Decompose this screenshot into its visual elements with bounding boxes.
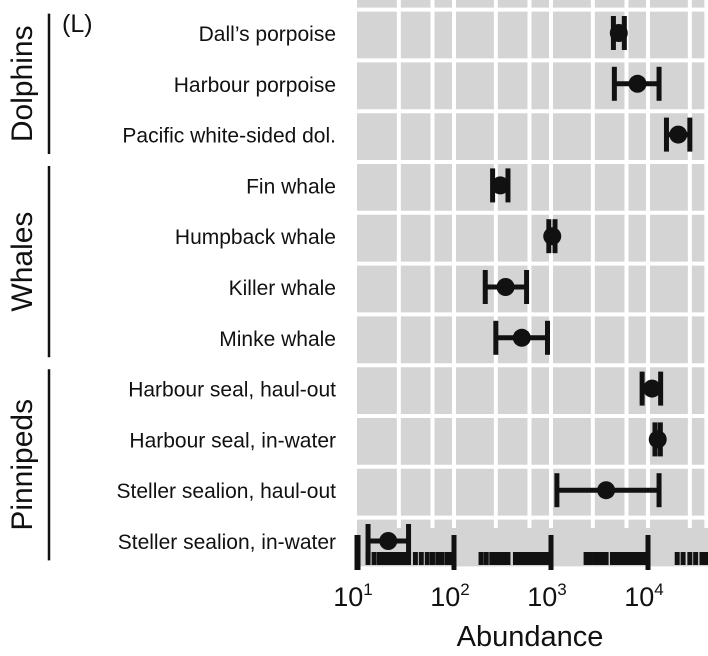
group-label: Whales — [6, 212, 39, 312]
point-8 — [648, 422, 667, 457]
point-marker — [643, 379, 662, 398]
point-9 — [554, 473, 662, 508]
row-label: Harbour seal, haul-out — [128, 379, 336, 402]
row-labels: Dall’s porpoise Harbour porpoise Pacific w… — [117, 23, 337, 554]
point-3 — [490, 168, 511, 203]
point-marker — [379, 532, 398, 550]
point-marker — [628, 74, 647, 93]
point-5 — [482, 270, 530, 304]
point-marker — [669, 125, 688, 144]
tick-base: 10 — [333, 582, 363, 612]
point-marker — [609, 24, 628, 42]
tick-base: 10 — [430, 582, 460, 612]
point-0 — [609, 16, 628, 50]
group-labels: Dolphins Whales Pinnipeds — [6, 13, 51, 561]
row-label: Humpback whale — [175, 226, 336, 249]
tick-exponent: 4 — [654, 580, 663, 599]
row-label: Dall’s porpoise — [199, 23, 336, 46]
x-axis-title: Abundance — [457, 621, 604, 653]
point-2 — [663, 117, 693, 152]
group-label: Dolphins — [6, 25, 39, 142]
point-4 — [543, 219, 562, 254]
row-label: Steller sealion, in-water — [118, 531, 336, 554]
point-marker — [597, 481, 616, 500]
point-marker — [491, 176, 510, 195]
tick-exponent: 3 — [557, 580, 566, 599]
row-label: Pacific white-sided dol. — [122, 125, 336, 148]
point-6 — [493, 320, 550, 355]
row-label: Harbour porpoise — [174, 74, 336, 97]
x-tick-label: 104 — [624, 580, 664, 612]
point-marker — [496, 278, 515, 296]
x-tick-label: 101 — [333, 580, 373, 612]
point-7 — [639, 371, 664, 406]
row-label: Minke whale — [219, 328, 336, 351]
data-rug — [354, 535, 708, 570]
tick-exponent: 1 — [363, 580, 372, 599]
point-marker — [512, 328, 531, 347]
panel-label: (L) — [62, 10, 93, 38]
x-tick-label: 103 — [527, 580, 567, 612]
row-label: Killer whale — [229, 277, 336, 300]
point-marker — [543, 227, 562, 246]
point-1 — [611, 66, 662, 101]
point-marker — [648, 430, 667, 449]
x-tick-label: 102 — [430, 580, 470, 612]
row-label: Steller sealion, haul-out — [117, 480, 337, 503]
row-label: Fin whale — [246, 175, 336, 198]
grid-lines — [355, 0, 708, 571]
data-points — [365, 16, 693, 558]
row-label: Harbour seal, in-water — [129, 429, 336, 452]
tick-base: 10 — [527, 582, 557, 612]
group-label: Pinnipeds — [6, 399, 39, 531]
point-10 — [365, 524, 412, 558]
tick-base: 10 — [624, 582, 654, 612]
tick-exponent: 2 — [460, 580, 469, 599]
x-axis-ticks: 101 102 103 104 — [333, 580, 664, 612]
